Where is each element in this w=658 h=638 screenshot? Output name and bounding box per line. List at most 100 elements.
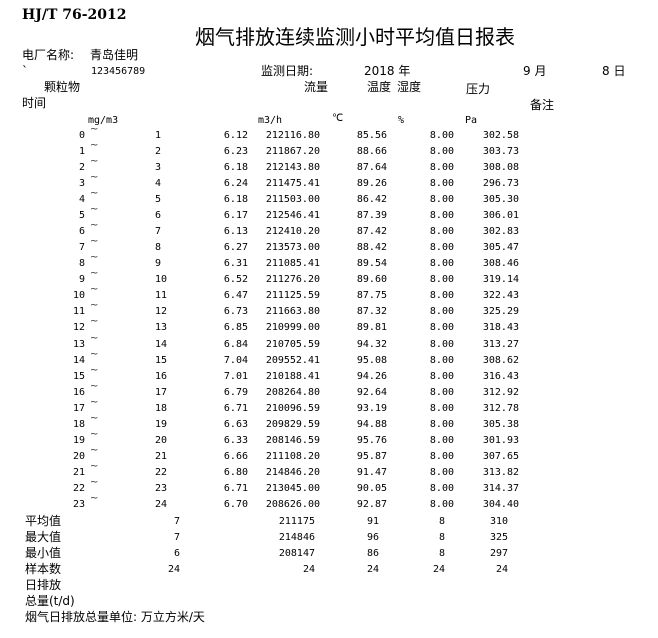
humidity-value: 8.00 (429, 242, 454, 254)
summary-value: 214846 (278, 532, 315, 543)
humidity-value: 8.00 (429, 386, 454, 398)
hour-end: 11 (155, 290, 168, 302)
tilde-separator: ~ (90, 396, 99, 408)
temperature-value: 91.47 (356, 466, 387, 478)
pressure-value: 313.27 (482, 338, 519, 350)
hour-end: 18 (155, 402, 168, 414)
humidity-value: 8.00 (429, 146, 454, 158)
particulate-value: 6.31 (223, 258, 248, 270)
pressure-value: 307.65 (482, 450, 519, 462)
particulate-value: 6.24 (223, 178, 248, 190)
hour-end: 21 (155, 450, 168, 462)
humidity-value: 8.00 (429, 338, 454, 350)
humidity-value: 8.00 (429, 354, 454, 366)
pressure-value: 314.37 (482, 482, 519, 494)
flow-value: 212116.80 (265, 130, 320, 141)
humidity-value: 8.00 (429, 322, 454, 334)
hour-end: 19 (155, 418, 168, 430)
pressure-value: 305.47 (482, 242, 519, 254)
pressure-value: 308.08 (482, 162, 519, 174)
temperature-value: 93.19 (356, 402, 387, 414)
hour-end: 3 (155, 162, 162, 174)
pressure-value: 316.43 (482, 370, 519, 382)
summary-value: 86 (366, 548, 379, 559)
pressure-value: 305.38 (482, 418, 519, 430)
date-label: 监测日期: (261, 64, 314, 78)
summary-value: 24 (366, 564, 379, 575)
col-remark: 备注 (530, 98, 555, 112)
pressure-value: 318.43 (482, 322, 519, 334)
temperature-value: 94.32 (356, 338, 387, 350)
temperature-value: 87.32 (356, 306, 387, 318)
temperature-value: 88.66 (356, 146, 387, 158)
col-pressure: 压力 (466, 82, 491, 96)
hour-start: 5 (78, 210, 85, 222)
hour-start: 23 (72, 498, 85, 510)
humidity-value: 8.00 (429, 498, 454, 510)
summary-value: 7 (173, 516, 180, 527)
hour-end: 17 (155, 386, 168, 398)
pressure-value: 305.30 (482, 194, 519, 206)
tilde-separator: ~ (90, 284, 99, 296)
plant-name: 青岛佳明 (90, 48, 139, 62)
pressure-value: 306.01 (482, 210, 519, 222)
pressure-value: 312.92 (482, 386, 519, 398)
particulate-value: 6.71 (223, 482, 248, 494)
summary-value: 24 (432, 564, 445, 575)
summary-label: 样本数 (25, 562, 62, 576)
tilde-separator: ~ (90, 492, 99, 504)
temperature-value: 87.39 (356, 210, 387, 222)
flow-value: 213573.00 (265, 242, 320, 254)
flow-value: 211125.59 (265, 290, 320, 302)
tilde-separator: ~ (90, 428, 99, 440)
temperature-value: 87.42 (356, 226, 387, 238)
tilde-separator: ~ (90, 412, 99, 424)
flow-value: 208626.00 (265, 498, 320, 510)
hour-end: 14 (155, 338, 168, 350)
humidity-value: 8.00 (429, 130, 454, 141)
flow-value: 211503.00 (265, 194, 320, 206)
page-title: 烟气排放连续监测小时平均值日报表 (195, 25, 515, 49)
pressure-value: 312.78 (482, 402, 519, 414)
unit-note: 烟气日排放总量单位: 万立方米/天 (25, 610, 205, 624)
hour-start: 16 (72, 386, 85, 398)
hour-start: 8 (78, 258, 85, 270)
particulate-value: 7.04 (223, 354, 248, 366)
plant-label: 电厂名称: (22, 48, 75, 62)
hour-end: 5 (155, 194, 162, 206)
daily-emission-label: 日排放 (25, 578, 62, 592)
unit-humidity: % (398, 115, 405, 126)
pressure-value: 313.82 (482, 466, 519, 478)
tilde-separator: ~ (90, 124, 99, 135)
temperature-value: 92.87 (356, 498, 387, 510)
tilde-separator: ~ (90, 364, 99, 376)
flow-value: 208146.59 (265, 434, 320, 446)
particulate-value: 6.73 (223, 306, 248, 318)
particulate-value: 6.18 (223, 194, 248, 206)
particulate-value: 6.80 (223, 466, 248, 478)
temperature-value: 94.88 (356, 418, 387, 430)
hour-start: 15 (72, 370, 85, 382)
tilde-separator: ~ (90, 332, 99, 344)
summary-value: 297 (489, 548, 508, 559)
summary-value: 96 (366, 532, 379, 543)
hour-start: 10 (72, 290, 85, 302)
humidity-value: 8.00 (429, 178, 454, 190)
humidity-value: 8.00 (429, 466, 454, 478)
flow-value: 214846.20 (265, 466, 320, 478)
tilde-separator: ~ (90, 268, 99, 280)
humidity-value: 8.00 (429, 402, 454, 414)
summary-label: 平均值 (25, 514, 62, 528)
particulate-value: 7.01 (223, 370, 248, 382)
summary-value: 8 (438, 516, 445, 527)
humidity-value: 8.00 (429, 418, 454, 430)
hour-end: 2 (155, 146, 162, 158)
hour-end: 24 (155, 498, 168, 510)
flow-value: 211108.20 (265, 450, 320, 462)
temperature-value: 86.42 (356, 194, 387, 206)
summary-value: 8 (438, 548, 445, 559)
particulate-value: 6.79 (223, 386, 248, 398)
humidity-value: 8.00 (429, 274, 454, 286)
hour-start: 4 (78, 194, 85, 206)
hour-start: 14 (72, 354, 85, 366)
